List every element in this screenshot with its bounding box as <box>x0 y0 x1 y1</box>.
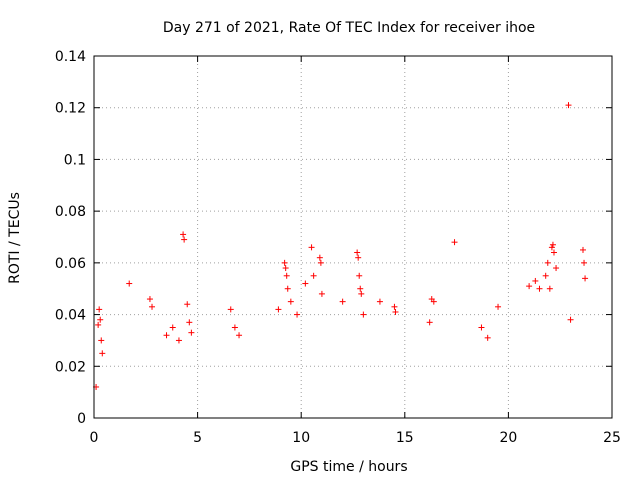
data-point <box>317 259 324 266</box>
data-point <box>339 298 346 305</box>
data-point <box>542 272 549 279</box>
y-tick-label: 0.12 <box>55 101 86 117</box>
data-point <box>281 259 288 266</box>
data-point <box>284 285 291 292</box>
data-point <box>550 249 557 256</box>
x-tick-label: 0 <box>90 430 99 446</box>
data-points <box>93 102 589 390</box>
data-point <box>236 332 243 339</box>
data-point <box>98 337 105 344</box>
data-point <box>426 319 433 326</box>
data-point <box>96 306 103 313</box>
data-point <box>97 316 104 323</box>
data-point <box>146 296 153 303</box>
data-point <box>553 265 560 272</box>
data-point <box>376 298 383 305</box>
data-point <box>430 298 437 305</box>
data-point <box>95 321 102 328</box>
data-point <box>567 316 574 323</box>
data-point <box>316 254 323 261</box>
y-tick-label: 0.04 <box>55 308 86 324</box>
data-point <box>544 259 551 266</box>
x-tick-label: 20 <box>499 430 517 446</box>
data-point <box>565 102 572 109</box>
data-point <box>231 324 238 331</box>
axis-ticks: 0 0.02 0.04 0.06 0.08 0.1 0.12 0.14 0 5 10 15 20 25 <box>55 49 621 446</box>
data-point <box>186 319 193 326</box>
chart-title: Day 271 of 2021, Rate Of TEC Index for r… <box>163 20 535 36</box>
data-point <box>227 306 234 313</box>
y-tick-label: 0 <box>77 411 86 427</box>
data-point <box>581 259 588 266</box>
data-point <box>392 308 399 315</box>
data-point <box>282 265 289 272</box>
data-point <box>275 306 282 313</box>
y-tick-label: 0.14 <box>55 49 86 65</box>
data-point <box>184 301 191 308</box>
x-axis-label: GPS time / hours <box>290 459 407 475</box>
y-axis-label: ROTI / TECUs <box>7 192 23 284</box>
data-point <box>546 285 553 292</box>
data-point <box>358 290 365 297</box>
y-tick-label: 0.08 <box>55 204 86 220</box>
data-point <box>149 303 156 310</box>
data-point <box>99 350 106 357</box>
x-tick-label: 5 <box>193 430 202 446</box>
x-tick-label: 15 <box>396 430 414 446</box>
data-point <box>180 231 187 238</box>
data-point <box>308 244 315 251</box>
data-point <box>283 272 290 279</box>
data-point <box>355 254 362 261</box>
data-point <box>169 324 176 331</box>
data-point <box>356 272 363 279</box>
data-point <box>484 334 491 341</box>
y-tick-label: 0.06 <box>55 256 86 272</box>
data-point <box>549 241 556 248</box>
data-point <box>548 244 555 251</box>
data-point <box>391 303 398 310</box>
x-tick-label: 25 <box>603 430 621 446</box>
data-point <box>354 249 361 256</box>
data-point <box>294 311 301 318</box>
data-point <box>357 285 364 292</box>
data-point <box>536 285 543 292</box>
data-point <box>478 324 485 331</box>
data-point <box>310 272 317 279</box>
data-point <box>318 290 325 297</box>
grid <box>94 56 612 418</box>
data-point <box>287 298 294 305</box>
data-point <box>126 280 133 287</box>
data-point <box>451 239 458 246</box>
data-point <box>181 236 188 243</box>
y-tick-label: 0.1 <box>64 152 86 168</box>
data-point <box>582 275 589 282</box>
x-tick-label: 10 <box>292 430 310 446</box>
data-point <box>175 337 182 344</box>
data-point <box>302 280 309 287</box>
y-tick-label: 0.02 <box>55 359 86 375</box>
data-point <box>360 311 367 318</box>
data-point <box>532 277 539 284</box>
data-point <box>188 329 195 336</box>
data-point <box>495 303 502 310</box>
data-point <box>579 246 586 253</box>
data-point <box>163 332 170 339</box>
data-point <box>526 283 533 290</box>
plot-frame <box>93 55 613 419</box>
